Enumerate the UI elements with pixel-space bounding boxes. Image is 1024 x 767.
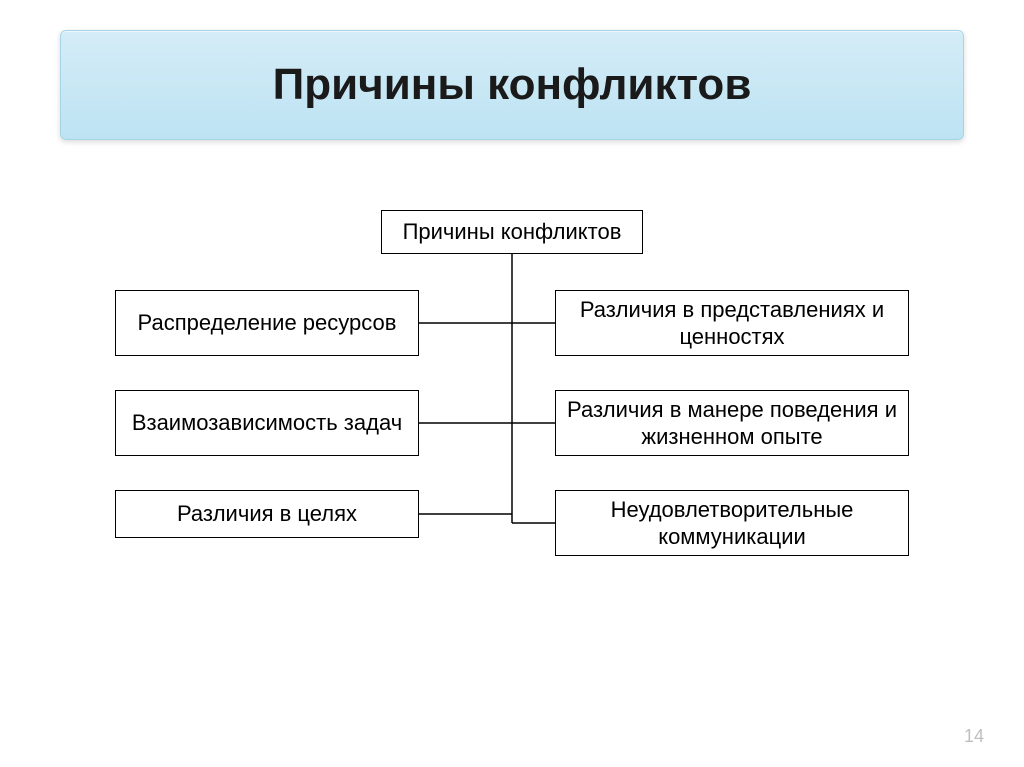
root-node: Причины конфликтов	[381, 210, 643, 254]
left-node-1: Взаимозависимость задач	[115, 390, 419, 456]
node-label: Различия в целях	[177, 500, 357, 528]
diagram-container: Причины конфликтов Распределение ресурсо…	[0, 200, 1024, 680]
right-node-1: Различия в манере поведения и жизненном …	[555, 390, 909, 456]
slide-title: Причины конфликтов	[273, 60, 752, 110]
page-number: 14	[964, 726, 984, 747]
left-node-2: Различия в целях	[115, 490, 419, 538]
node-label: Различия в манере поведения и жизненном …	[566, 396, 898, 451]
node-label: Различия в представлениях и ценностях	[566, 296, 898, 351]
left-node-0: Распределение ресурсов	[115, 290, 419, 356]
right-node-2: Неудовлетворительные коммуникации	[555, 490, 909, 556]
title-banner: Причины конфликтов	[60, 30, 964, 140]
right-node-0: Различия в представлениях и ценностях	[555, 290, 909, 356]
root-label: Причины конфликтов	[403, 218, 622, 246]
node-label: Распределение ресурсов	[138, 309, 397, 337]
node-label: Неудовлетворительные коммуникации	[566, 496, 898, 551]
node-label: Взаимозависимость задач	[132, 409, 402, 437]
